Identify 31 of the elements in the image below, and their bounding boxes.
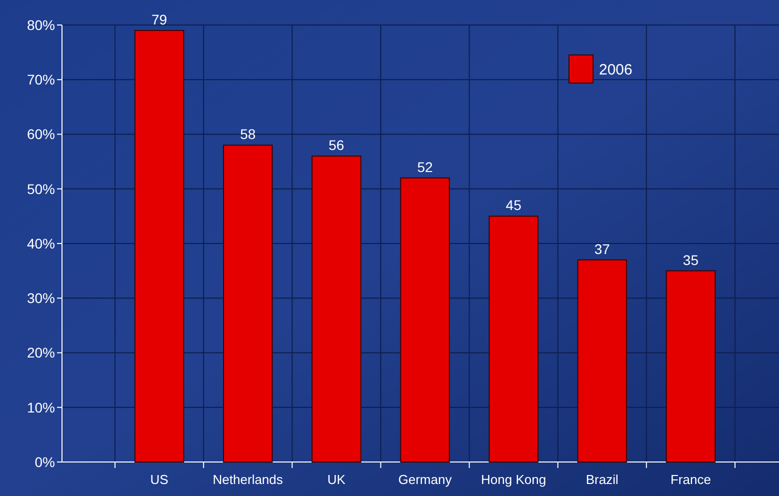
data-label: 45 (506, 197, 522, 214)
x-tick-label: Germany (398, 472, 452, 487)
bar (400, 177, 450, 462)
x-tick-label: Netherlands (212, 472, 284, 487)
x-tick-label: Brazil (586, 472, 619, 487)
bar (312, 156, 362, 462)
y-tick-label: 10% (26, 399, 55, 416)
data-label: 35 (682, 252, 699, 268)
data-label: 58 (240, 126, 256, 142)
y-tick-label: 30% (26, 290, 55, 306)
y-tick-label: 80% (26, 16, 55, 33)
x-tick-label: US (150, 472, 169, 487)
bar (666, 270, 716, 462)
x-tick-label: France (670, 472, 711, 487)
data-label: 37 (594, 240, 610, 257)
bar (488, 216, 538, 462)
legend-label: 2006 (599, 61, 632, 78)
y-tick-label: 20% (26, 344, 55, 361)
x-tick-label: Hong Kong (481, 472, 546, 487)
bar (134, 30, 184, 462)
data-label: 52 (417, 158, 433, 175)
y-tick-label: 0% (34, 454, 55, 470)
y-tick-label: 70% (26, 72, 55, 88)
x-tick-label: UK (327, 472, 346, 487)
data-label: 79 (151, 11, 168, 28)
y-tick-label: 50% (26, 180, 55, 197)
data-label: 56 (328, 137, 344, 154)
y-tick-label: 40% (26, 235, 55, 252)
bar (223, 144, 273, 462)
bar (577, 259, 627, 462)
y-tick-label: 60% (26, 126, 55, 142)
